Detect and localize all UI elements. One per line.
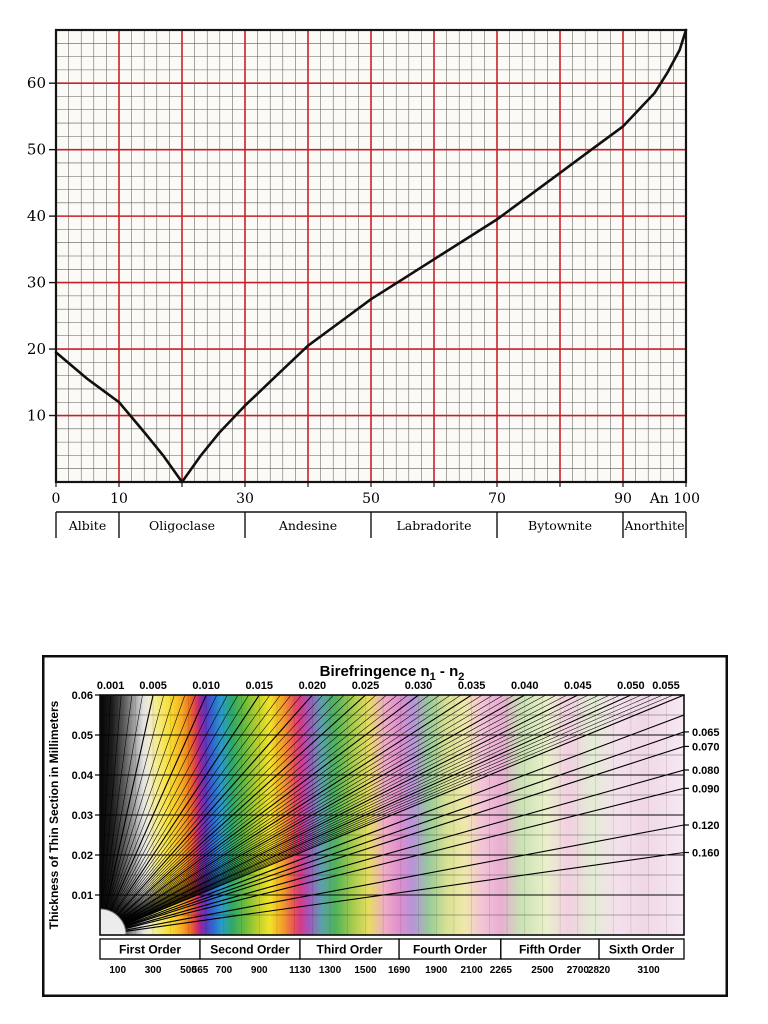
top-birefringence-tick: 0.025 <box>352 680 380 692</box>
thickness-tick-label: 0.06 <box>72 690 93 702</box>
top-birefringence-tick: 0.020 <box>299 680 327 692</box>
right-birefringence-label: 0.065 <box>692 727 720 739</box>
top-birefringence-tick: 0.030 <box>405 680 433 692</box>
plagioclase-extinction-angle-svg: 10 20 30 40 50 60 0 10 30 50 70 90 An 100 Albite Oligo… <box>27 28 700 538</box>
retardation-label: 2265 <box>490 965 513 976</box>
x-tick-label: An 100 <box>649 491 700 507</box>
top-birefringence-tick: 0.010 <box>192 680 220 692</box>
mineral-zone-label: Andesine <box>278 518 337 533</box>
y-axis-title: Thickness of Thin Section in Millimeters <box>47 700 61 929</box>
y-tick-label: 60 <box>27 74 46 92</box>
y-tick-label: 20 <box>27 340 46 358</box>
x-tick-label: 30 <box>236 491 254 507</box>
mineral-zone-label: Labradorite <box>396 518 471 533</box>
origin-quarter-disc <box>100 908 127 935</box>
retardation-label: 1300 <box>319 965 342 976</box>
y-tick-label: 40 <box>27 207 46 225</box>
retardation-label: 1130 <box>289 965 311 976</box>
michel-levy-svg: Birefringence n1 - n2 0.001 0.005 0.010 0.01… <box>42 655 728 997</box>
thickness-tick-label: 0.04 <box>72 770 94 782</box>
retardation-label: 700 <box>216 965 233 976</box>
thickness-tick-label: 0.03 <box>72 810 93 822</box>
y-tick-label: 30 <box>27 274 46 292</box>
retardation-label: 2820 <box>588 965 611 976</box>
retardation-label: 100 <box>109 965 126 976</box>
order-label: Third Order <box>317 943 383 957</box>
retardation-label: 565 <box>192 965 209 976</box>
retardation-label: 3100 <box>637 965 660 976</box>
thickness-tick-label: 0.01 <box>72 890 93 902</box>
chart-title: Birefringence n1 - n2 <box>320 663 465 683</box>
order-label: Fourth Order <box>413 943 487 957</box>
retardation-label: 1500 <box>354 965 377 976</box>
retardation-label: 1690 <box>388 965 411 976</box>
x-tick-label: 10 <box>110 491 128 507</box>
top-birefringence-tick: 0.045 <box>564 680 592 692</box>
retardation-label: 2100 <box>461 965 484 976</box>
mineral-zone-label: Bytownite <box>528 518 592 533</box>
x-tick-label: 0 <box>52 491 61 507</box>
retardation-label: 300 <box>145 965 162 976</box>
birefringence-fan-lines <box>100 695 684 935</box>
top-birefringence-tick: 0.015 <box>246 680 274 692</box>
plagioclase-extinction-angle-chart: 10 20 30 40 50 60 0 10 30 50 70 90 An 100 Albite Oligo… <box>12 18 768 552</box>
top-birefringence-tick: 0.035 <box>458 680 486 692</box>
top-birefringence-tick: 0.055 <box>652 680 680 692</box>
retardation-label: 2500 <box>531 965 554 976</box>
mineral-zone-label: Oligoclase <box>149 518 215 533</box>
right-birefringence-label: 0.080 <box>692 765 720 777</box>
retardation-label: 500 <box>180 965 197 976</box>
top-birefringence-tick: 0.050 <box>617 680 645 692</box>
x-tick-label: 50 <box>362 491 380 507</box>
right-birefringence-label: 0.070 <box>692 741 720 753</box>
y-tick-label: 50 <box>27 141 46 159</box>
right-birefringence-label: 0.120 <box>692 820 720 832</box>
retardation-label: 900 <box>251 965 268 976</box>
mineral-zone-label: Albite <box>68 518 106 533</box>
top-birefringence-tick: 0.040 <box>511 680 539 692</box>
extinction-angle-curve <box>54 28 688 484</box>
order-label: Fifth Order <box>519 943 581 957</box>
order-label: Second Order <box>210 943 290 957</box>
order-label: Sixth Order <box>609 943 675 957</box>
order-label: First Order <box>119 943 181 957</box>
thickness-tick-label: 0.05 <box>72 730 93 742</box>
top-birefringence-tick: 0.001 <box>97 680 125 692</box>
x-tick-label: 70 <box>488 491 506 507</box>
right-birefringence-label: 0.090 <box>692 783 720 795</box>
mineral-zone-label: Anorthite <box>623 518 684 533</box>
y-tick-label: 10 <box>27 407 46 425</box>
x-tick-label: 90 <box>614 491 632 507</box>
order-cell <box>598 938 685 960</box>
right-birefringence-label: 0.160 <box>692 848 720 860</box>
michel-levy-interference-color-chart: Birefringence n1 - n2 0.001 0.005 0.010 0.01… <box>42 655 768 997</box>
top-birefringence-tick: 0.005 <box>139 680 167 692</box>
retardation-label: 2700 <box>567 965 590 976</box>
thickness-tick-label: 0.02 <box>72 850 93 862</box>
retardation-label: 1900 <box>425 965 448 976</box>
